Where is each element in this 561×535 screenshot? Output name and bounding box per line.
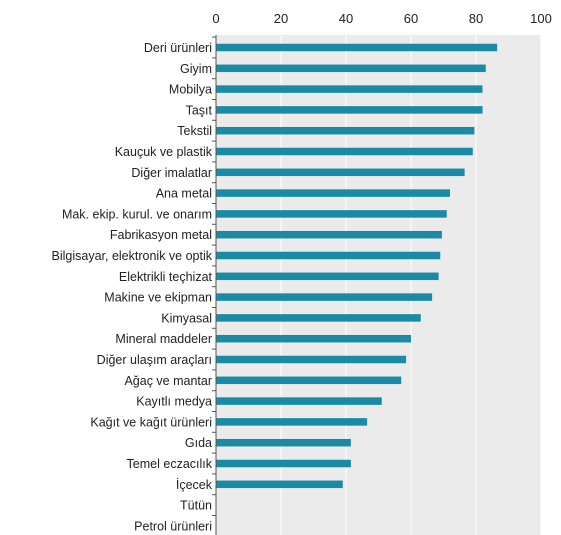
- x-tick-label: 40: [339, 11, 353, 26]
- bar: [216, 43, 498, 52]
- category-label: Temel eczacılık: [127, 457, 213, 471]
- category-label: Gıda: [185, 436, 212, 450]
- bar: [216, 376, 402, 385]
- category-label: Taşıt: [186, 103, 213, 117]
- category-labels: Deri ürünleri Giyim Mobilya Taşıt Tekstil Kau…: [52, 36, 216, 533]
- category-label: Kauçuk ve plastik: [115, 145, 213, 159]
- category-label: Elektrikli teçhizat: [119, 270, 213, 284]
- x-tick-label: 0: [212, 11, 219, 26]
- x-tick-label: 80: [469, 11, 483, 26]
- category-label: Bilgisayar, elektronik ve optik: [52, 249, 213, 263]
- bar: [216, 314, 421, 322]
- bar: [216, 126, 475, 135]
- category-label: Mobilya: [169, 83, 212, 97]
- x-tick-label: 100: [530, 11, 552, 26]
- x-tick-label: 60: [404, 11, 418, 26]
- category-label: Ağaç ve mantar: [124, 374, 212, 388]
- bar: [216, 459, 351, 468]
- category-label: Mak. ekip. kurul. ve onarım: [62, 207, 212, 221]
- bar: [216, 106, 483, 114]
- bar: [216, 480, 343, 489]
- category-label: Kimyasal: [161, 311, 212, 325]
- category-label: Diğer ulaşım araçları: [97, 353, 212, 367]
- category-label: Deri ürünleri: [144, 41, 212, 55]
- bar: [216, 272, 439, 281]
- bar: [216, 189, 450, 197]
- bar: [216, 168, 465, 177]
- bar: [216, 438, 351, 447]
- bar: [216, 397, 382, 405]
- bar: [216, 334, 411, 343]
- category-label: Tekstil: [177, 124, 212, 138]
- category-label: Mineral maddeler: [115, 332, 212, 346]
- bar: [216, 355, 407, 364]
- category-label: Diğer imalatlar: [131, 166, 212, 180]
- category-label: Kayıtlı medya: [136, 395, 212, 409]
- category-label: Petrol ürünleri: [134, 519, 212, 533]
- grid-lines: [280, 35, 542, 535]
- bar: [216, 251, 441, 260]
- x-axis-ticks: 0 20 40 60 80 100: [212, 11, 551, 26]
- category-label: Kağıt ve kağıt ürünleri: [90, 415, 212, 429]
- bar: [216, 64, 486, 73]
- category-label: Fabrikasyon metal: [110, 228, 212, 242]
- bar: [216, 230, 442, 239]
- bar: [216, 418, 368, 426]
- plot-background: [216, 35, 541, 535]
- bar: [216, 147, 473, 156]
- category-label: Makine ve ekipman: [104, 291, 212, 305]
- bar: [216, 210, 447, 218]
- bar: [216, 85, 483, 93]
- bar: [216, 293, 433, 301]
- bars: [216, 43, 498, 489]
- category-label: Tütün: [180, 499, 212, 513]
- category-label: Giyim: [180, 62, 212, 76]
- x-tick-label: 20: [274, 11, 288, 26]
- category-label: Ana metal: [156, 187, 212, 201]
- category-label: İçecek: [176, 478, 213, 492]
